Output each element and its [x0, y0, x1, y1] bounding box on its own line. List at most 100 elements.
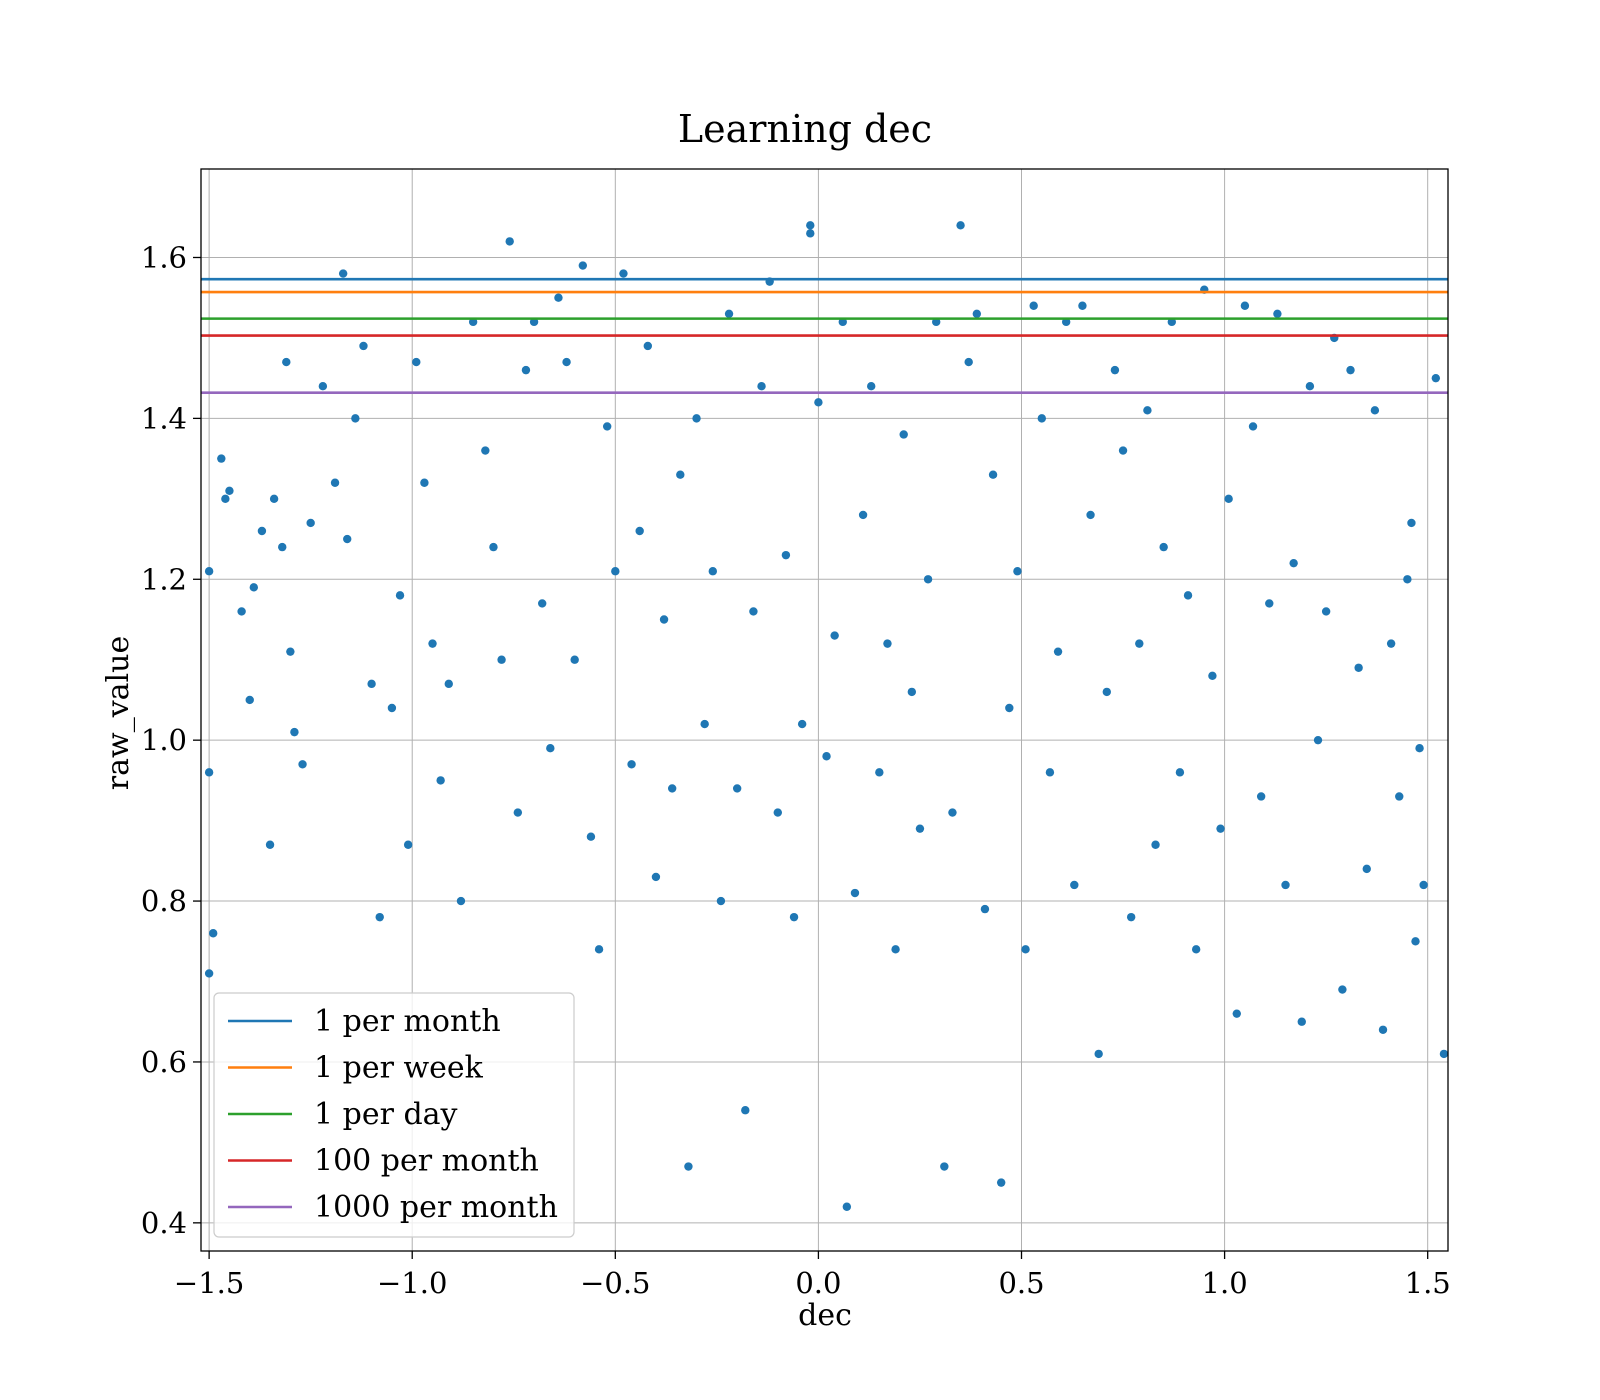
data-point-76	[797, 719, 807, 729]
data-point-109	[1053, 647, 1063, 656]
data-point-89	[891, 945, 900, 954]
plot-area-frame	[200, 168, 1449, 1252]
data-point-60	[667, 784, 677, 793]
data-point-142	[1321, 607, 1331, 616]
data-point-156	[1419, 880, 1428, 890]
data-point-66	[716, 896, 726, 906]
data-point-148	[1370, 406, 1380, 415]
data-point-124	[1175, 768, 1185, 777]
data-point-130	[1224, 494, 1233, 504]
data-point-152	[1403, 575, 1412, 584]
data-point-3	[208, 929, 218, 938]
data-point-62	[684, 1162, 693, 1171]
legend-label-2: 1 per day	[314, 1097, 458, 1132]
data-point-70	[749, 607, 758, 616]
data-point-122	[1159, 542, 1168, 552]
data-point-121	[1151, 840, 1160, 849]
data-point-99	[972, 309, 982, 319]
data-point-150	[1386, 639, 1396, 648]
x-tick-label-4: 0.5	[998, 1266, 1044, 1300]
data-point-158	[1439, 1049, 1449, 1059]
data-point-131	[1232, 1009, 1241, 1018]
data-point-30	[412, 357, 421, 367]
data-point-44	[537, 599, 547, 608]
x-tick-label-6: 1.5	[1405, 1266, 1451, 1300]
data-point-48	[570, 655, 579, 664]
data-point-23	[351, 414, 360, 423]
data-point-95	[940, 1162, 949, 1171]
data-point-78	[806, 221, 815, 230]
y-tick-label-0: 0.4	[141, 1206, 187, 1240]
data-point-97	[956, 221, 965, 230]
y-tick-label-4: 1.2	[141, 562, 187, 596]
data-point-14	[282, 357, 291, 367]
x-axis-label: dec	[798, 1298, 852, 1333]
legend-label-0: 1 per month	[314, 1004, 501, 1039]
data-point-104	[1013, 567, 1022, 576]
data-point-103	[1005, 703, 1014, 713]
x-tick-label-5: 1.0	[1202, 1266, 1248, 1300]
data-point-27	[387, 703, 397, 713]
y-axis-ticks: 0.4 0.6 0.8 1.0 1.2 1.4 1.6	[141, 240, 201, 1240]
data-point-145	[1346, 365, 1355, 375]
data-point-47	[562, 357, 571, 367]
data-point-134	[1256, 792, 1266, 801]
data-point-115	[1102, 687, 1112, 697]
data-point-83	[842, 1202, 852, 1211]
data-point-85	[858, 510, 868, 520]
data-point-119	[1135, 639, 1144, 648]
data-point-101	[988, 470, 998, 479]
data-point-29	[403, 840, 413, 849]
data-point-149	[1378, 1025, 1388, 1034]
data-point-126	[1191, 945, 1201, 954]
data-point-133	[1248, 422, 1258, 431]
grid	[201, 169, 1448, 1251]
data-point-146	[1354, 663, 1363, 672]
data-point-9	[249, 583, 259, 592]
data-point-105	[1021, 945, 1030, 954]
data-point-0	[204, 567, 214, 576]
data-point-93	[923, 575, 933, 584]
data-point-31	[420, 478, 429, 487]
data-point-129	[1216, 824, 1225, 833]
data-point-13	[278, 542, 287, 552]
data-point-33	[436, 776, 445, 785]
y-tick-label-6: 1.6	[141, 240, 187, 274]
data-point-21	[338, 269, 348, 278]
data-point-116	[1110, 365, 1120, 375]
data-point-38	[489, 542, 498, 552]
data-point-90	[899, 430, 908, 439]
data-point-34	[444, 679, 453, 689]
data-point-79	[814, 398, 823, 407]
data-point-67	[724, 309, 734, 319]
y-tick-label-1: 0.6	[141, 1045, 187, 1079]
data-point-51	[594, 945, 604, 954]
data-point-74	[781, 550, 791, 560]
data-point-154	[1411, 937, 1420, 946]
data-point-2	[204, 969, 214, 978]
x-tick-label-2: −0.5	[580, 1266, 650, 1300]
data-point-16	[290, 727, 299, 737]
data-point-19	[318, 382, 328, 391]
y-tick-label-3: 1.0	[141, 723, 187, 757]
data-point-102	[996, 1178, 1006, 1187]
data-point-69	[741, 1106, 750, 1115]
data-point-139	[1297, 1017, 1306, 1026]
data-point-98	[964, 357, 973, 367]
legend-label-1: 1 per week	[314, 1051, 484, 1086]
data-point-113	[1086, 510, 1095, 520]
data-point-153	[1407, 518, 1416, 528]
data-point-12	[269, 494, 279, 504]
data-point-75	[789, 912, 799, 922]
data-point-84	[850, 888, 860, 898]
data-point-117	[1118, 446, 1128, 455]
data-point-114	[1094, 1049, 1103, 1059]
data-point-6	[225, 486, 234, 495]
data-point-125	[1183, 591, 1193, 600]
x-tick-label-0: −1.5	[174, 1266, 244, 1300]
legend: 1 per month 1 per week 1 per day 100 per mo…	[213, 992, 575, 1238]
data-point-7	[237, 607, 246, 616]
data-point-41	[513, 808, 523, 817]
data-point-26	[375, 912, 384, 922]
